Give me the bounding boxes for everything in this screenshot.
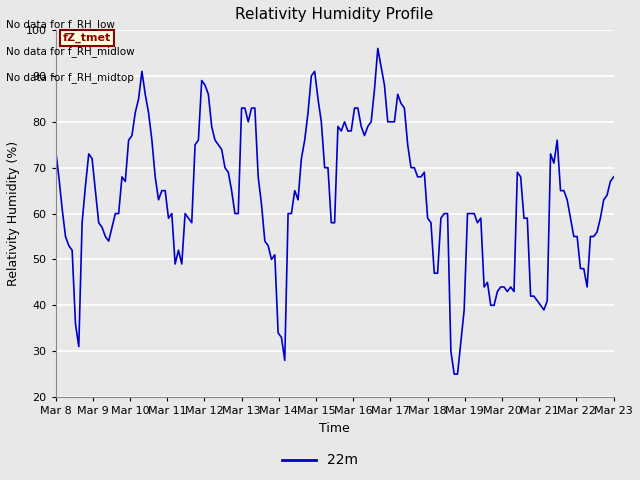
Y-axis label: Relativity Humidity (%): Relativity Humidity (%) bbox=[7, 141, 20, 286]
Title: Relativity Humidity Profile: Relativity Humidity Profile bbox=[236, 7, 434, 22]
X-axis label: Time: Time bbox=[319, 421, 350, 435]
Text: No data for f_RH_low: No data for f_RH_low bbox=[6, 19, 115, 30]
Text: fZ_tmet: fZ_tmet bbox=[63, 33, 111, 43]
Legend: 22m: 22m bbox=[276, 448, 364, 473]
Text: No data for f_RH_midlow: No data for f_RH_midlow bbox=[6, 46, 135, 57]
Text: No data for f_RH_midtop: No data for f_RH_midtop bbox=[6, 72, 134, 83]
